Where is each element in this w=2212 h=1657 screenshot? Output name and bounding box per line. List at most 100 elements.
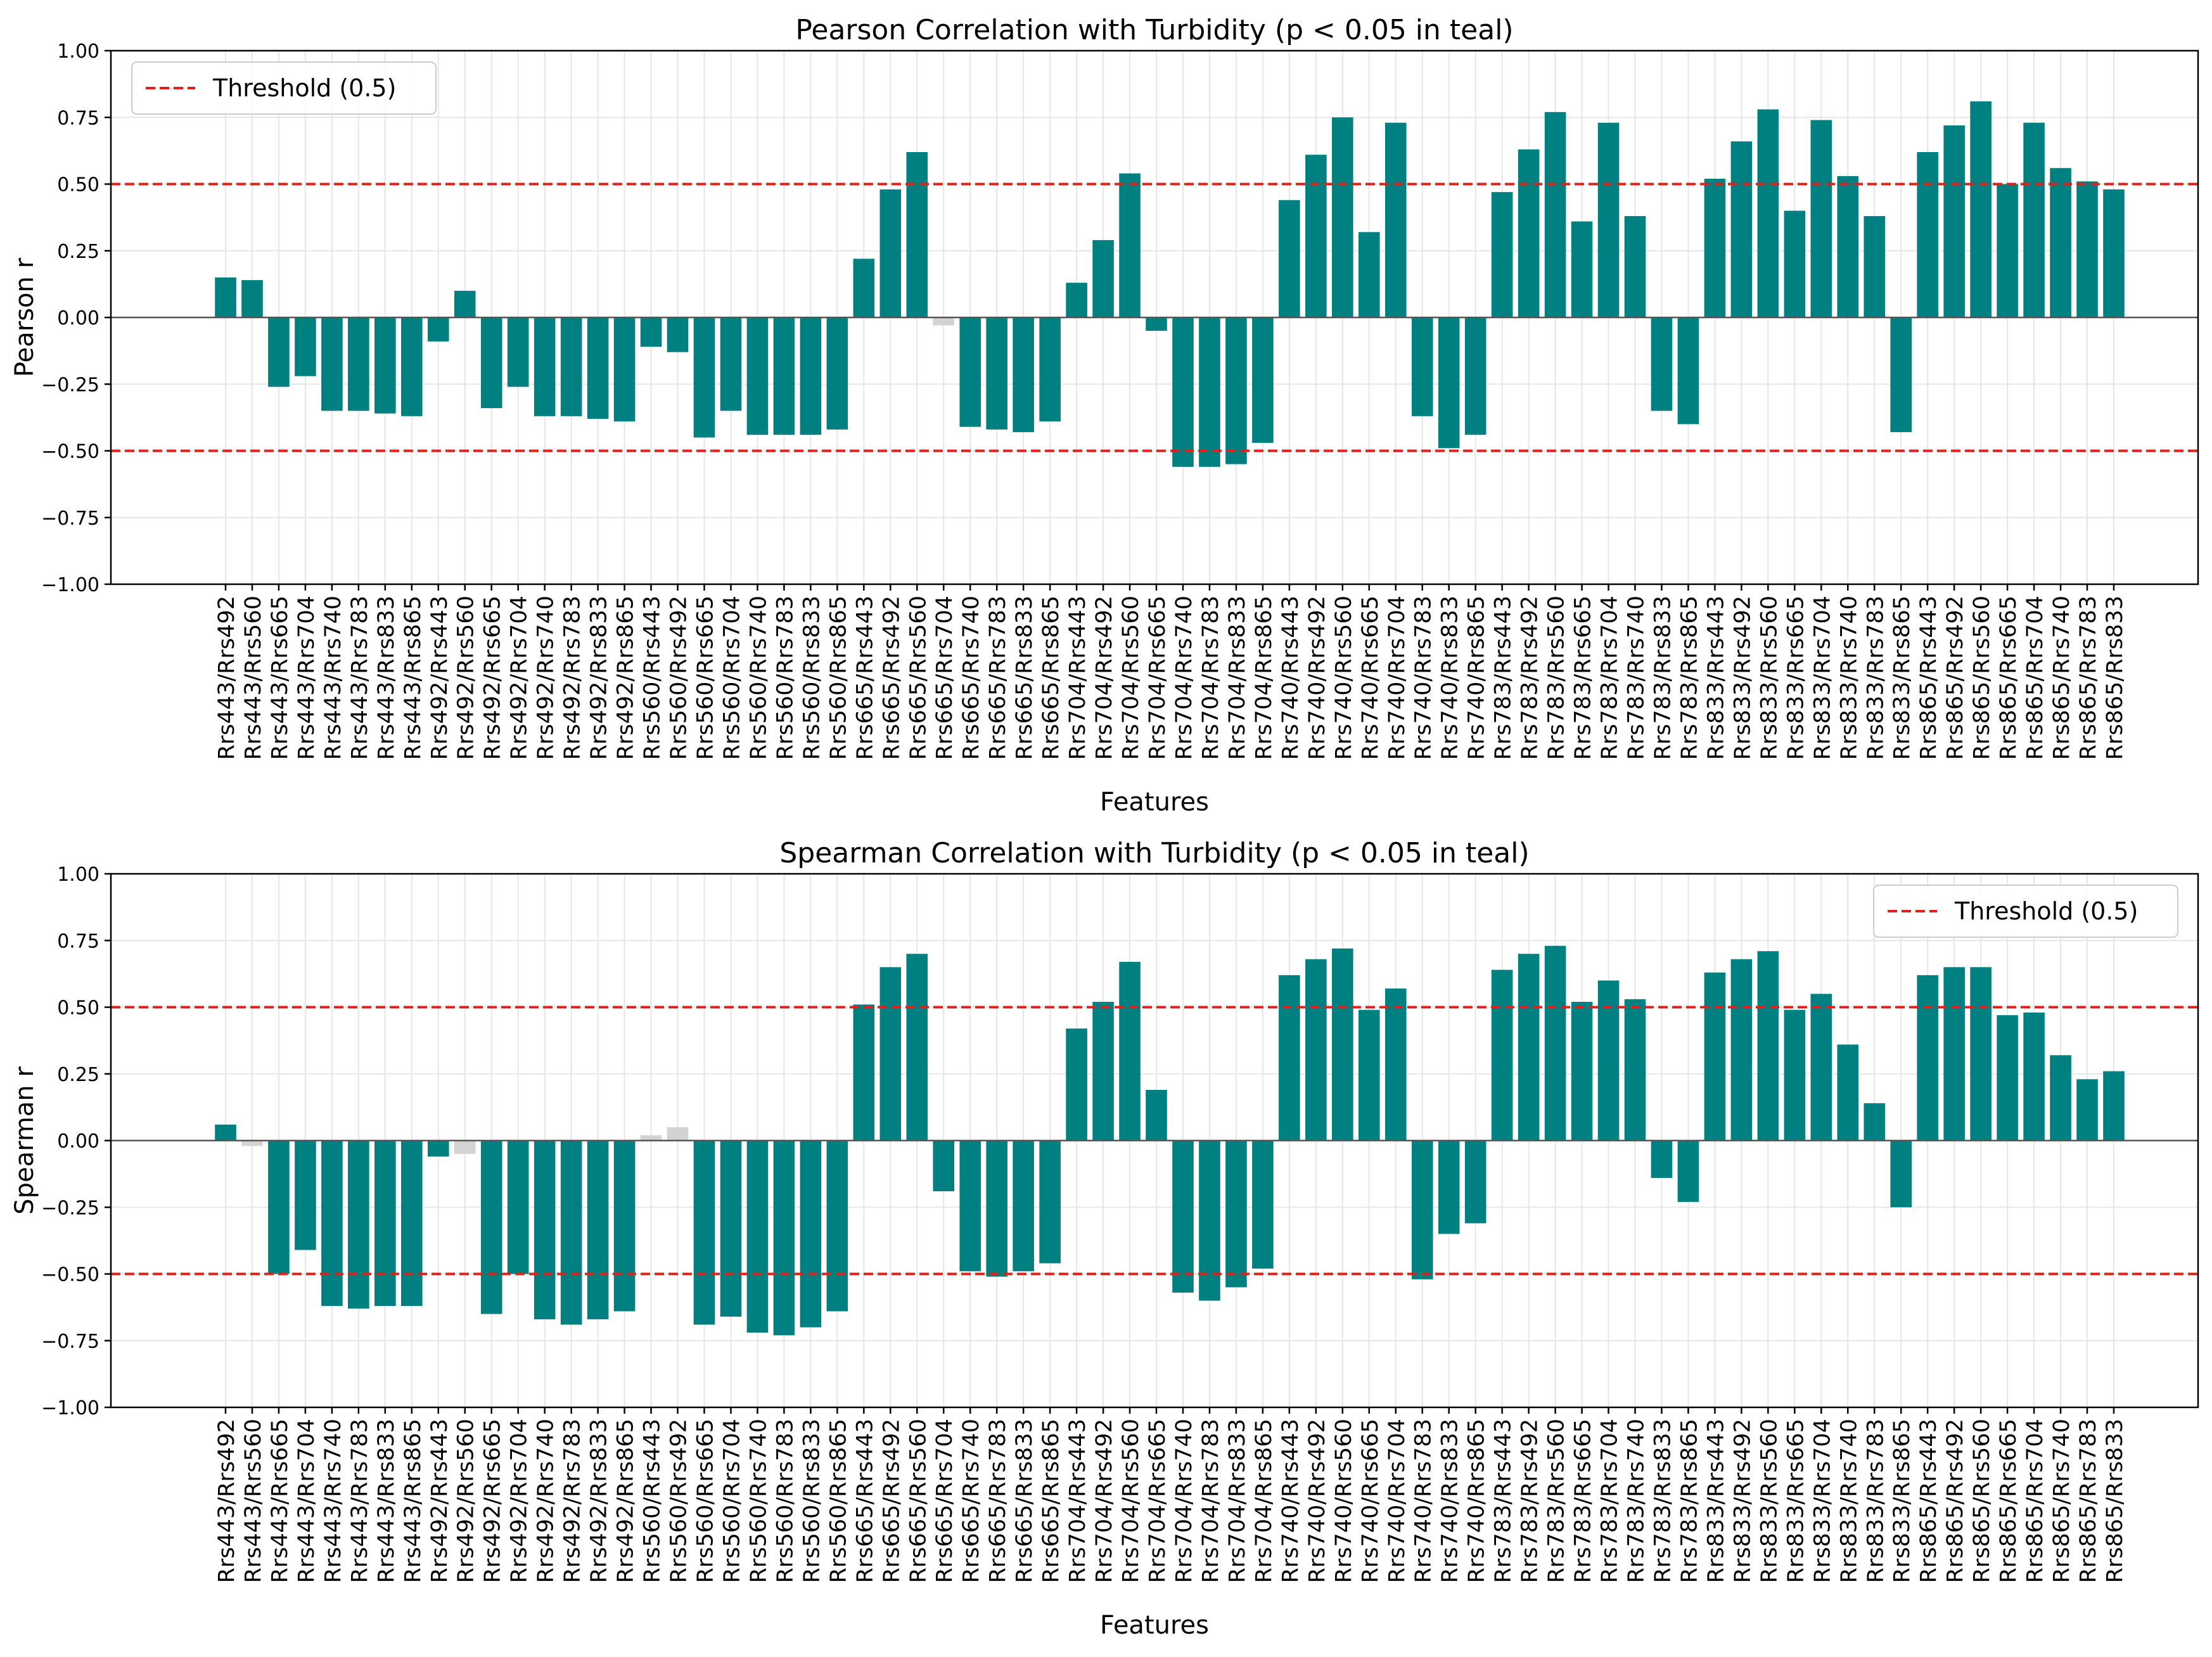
y-tick-label: 0.75 bbox=[57, 107, 99, 129]
legend: Threshold (0.5) bbox=[131, 61, 437, 115]
bar bbox=[746, 1141, 769, 1333]
x-tick-label: Rrs665/Rrs783 bbox=[985, 596, 1011, 760]
bar bbox=[720, 1141, 742, 1317]
bar bbox=[826, 317, 848, 430]
x-tick-label: Rrs492/Rrs704 bbox=[507, 596, 532, 760]
bar bbox=[773, 317, 795, 435]
bar bbox=[1810, 994, 1832, 1141]
bar bbox=[1438, 317, 1460, 449]
bar bbox=[1119, 961, 1141, 1141]
x-tick-label: Rrs740/Rrs783 bbox=[1411, 1419, 1436, 1583]
bar bbox=[853, 259, 875, 317]
bar bbox=[906, 954, 928, 1141]
bar bbox=[1518, 954, 1540, 1141]
x-tick-label: Rrs833/Rrs665 bbox=[1783, 1419, 1808, 1583]
bar bbox=[773, 1141, 795, 1336]
bar bbox=[1411, 317, 1433, 416]
bar bbox=[613, 1141, 636, 1312]
bar bbox=[374, 317, 396, 414]
bar bbox=[746, 317, 769, 435]
bar bbox=[295, 317, 316, 376]
bar bbox=[241, 1141, 263, 1146]
x-tick-label: Rrs740/Rrs865 bbox=[1464, 1419, 1490, 1583]
legend-box bbox=[1873, 885, 2178, 938]
bar bbox=[454, 1141, 476, 1155]
bar bbox=[268, 1141, 290, 1274]
x-tick-label: Rrs665/Rrs704 bbox=[932, 596, 957, 760]
bar bbox=[853, 1004, 875, 1141]
x-tick-label: Rrs833/Rrs704 bbox=[1810, 1419, 1835, 1583]
bar bbox=[1571, 1002, 1593, 1141]
y-tick-label: −0.25 bbox=[41, 374, 99, 396]
x-tick-label: Rrs865/Rrs833 bbox=[2102, 1419, 2128, 1583]
bar bbox=[720, 317, 742, 411]
bar bbox=[1146, 1090, 1167, 1141]
bar bbox=[1651, 317, 1673, 411]
bar bbox=[1092, 240, 1114, 317]
x-tick-label: Rrs740/Rrs833 bbox=[1438, 1419, 1463, 1583]
x-tick-label: Rrs560/Rrs865 bbox=[826, 596, 851, 760]
x-tick-label: Rrs560/Rrs740 bbox=[746, 1419, 771, 1583]
bar bbox=[1757, 109, 1779, 317]
bar bbox=[879, 189, 902, 317]
x-tick-label: Rrs492/Rrs740 bbox=[534, 1419, 559, 1583]
x-tick-label: Rrs865/Rrs740 bbox=[2049, 1419, 2075, 1583]
bar bbox=[1438, 1141, 1460, 1234]
bar bbox=[2050, 168, 2071, 317]
x-tick-label: Rrs443/Rrs833 bbox=[374, 1419, 399, 1583]
bar bbox=[800, 317, 822, 435]
bar bbox=[1677, 1141, 1699, 1202]
bar bbox=[1970, 967, 1991, 1141]
bar bbox=[1997, 184, 2018, 317]
x-tick-label: Rrs560/Rrs443 bbox=[640, 1419, 665, 1583]
x-tick-label: Rrs443/Rrs740 bbox=[321, 596, 346, 760]
bar bbox=[1890, 317, 1912, 433]
x-tick-label: Rrs704/Rrs833 bbox=[1225, 596, 1250, 760]
bar bbox=[1066, 1028, 1087, 1141]
y-tick-label: −1.00 bbox=[41, 1397, 99, 1419]
x-tick-label: Rrs704/Rrs783 bbox=[1198, 596, 1224, 760]
x-tick-label: Rrs865/Rrs740 bbox=[2049, 596, 2075, 760]
x-tick-label: Rrs665/Rrs740 bbox=[959, 1419, 984, 1583]
bar bbox=[427, 1141, 449, 1157]
y-tick-label: 0.75 bbox=[57, 930, 99, 952]
x-tick-label: Rrs783/Rrs704 bbox=[1597, 596, 1623, 760]
bar bbox=[1199, 1141, 1220, 1301]
x-tick-label: Rrs560/Rrs665 bbox=[693, 1419, 718, 1583]
bar bbox=[1491, 192, 1513, 317]
y-tick-label: −0.25 bbox=[41, 1197, 99, 1219]
bar bbox=[667, 317, 689, 352]
x-tick-label: Rrs560/Rrs833 bbox=[799, 1419, 824, 1583]
x-tick-label: Rrs443/Rrs865 bbox=[400, 596, 426, 760]
x-tick-label: Rrs833/Rrs560 bbox=[1756, 596, 1782, 760]
y-tick-label: −0.75 bbox=[41, 508, 99, 530]
bar bbox=[321, 1141, 343, 1307]
bar bbox=[640, 1135, 662, 1141]
bar bbox=[1279, 200, 1300, 317]
chart-title: Pearson Correlation with Turbidity (p < … bbox=[795, 14, 1513, 46]
x-tick-label: Rrs740/Rrs833 bbox=[1438, 596, 1463, 760]
x-tick-label: Rrs783/Rrs443 bbox=[1491, 1419, 1516, 1583]
x-tick-label: Rrs443/Rrs492 bbox=[214, 1419, 240, 1583]
x-axis: Rrs443/Rrs492 Rrs443/Rrs560 Rrs443/Rrs665 R… bbox=[214, 1407, 2128, 1583]
x-tick-label: Rrs740/Rrs443 bbox=[1278, 1419, 1303, 1583]
pearson-chart: 1.00 0.75 0.50 0.25 0.00 −0.25 −0.50 −0.75 −1.00… bbox=[10, 14, 2199, 817]
x-tick-label: Rrs665/Rrs833 bbox=[1012, 596, 1037, 760]
x-tick-label: Rrs704/Rrs443 bbox=[1065, 596, 1090, 760]
x-tick-label: Rrs492/Rrs833 bbox=[587, 596, 612, 760]
bar bbox=[401, 1141, 423, 1307]
y-axis-label: Spearman r bbox=[10, 1066, 39, 1215]
bar bbox=[1411, 1141, 1433, 1279]
bar bbox=[241, 280, 263, 317]
y-axis-label: Pearson r bbox=[10, 257, 39, 377]
x-tick-label: Rrs443/Rrs560 bbox=[241, 1419, 266, 1583]
x-tick-label: Rrs492/Rrs833 bbox=[587, 1419, 612, 1583]
x-tick-label: Rrs492/Rrs560 bbox=[454, 1419, 479, 1583]
bar bbox=[1970, 101, 1991, 318]
x-tick-label: Rrs443/Rrs704 bbox=[294, 1419, 319, 1583]
bar bbox=[1013, 317, 1034, 433]
x-tick-label: Rrs740/Rrs704 bbox=[1384, 596, 1410, 760]
bar bbox=[693, 317, 715, 438]
bar bbox=[1464, 317, 1486, 435]
